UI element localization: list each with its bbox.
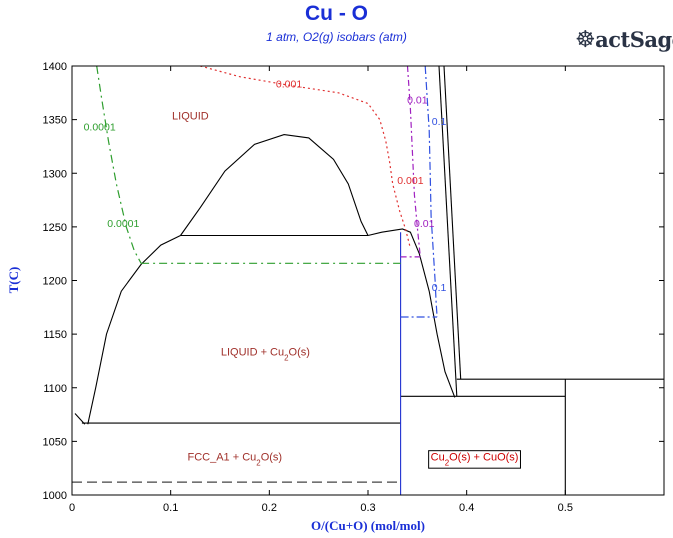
phase-boundary-line-4 — [367, 228, 456, 398]
isobar-label: 0.0001 — [107, 218, 139, 230]
region-label: LIQUID + Cu2O(s) — [221, 347, 310, 363]
factsage-logo: ☸actSage TM — [575, 26, 673, 53]
isobar-line-15 — [406, 66, 421, 257]
region-label: Cu2O(s) + CuO(s) — [431, 452, 519, 468]
phase-boundary-line-1 — [87, 235, 181, 425]
y-tick-label: 1200 — [43, 276, 67, 288]
y-axis-title: T(C) — [6, 267, 21, 294]
factsage-logo-text: ☸actSage — [575, 26, 673, 53]
isobar-label: 0.1 — [432, 116, 447, 128]
phase-boundary-line-3 — [180, 134, 369, 236]
y-tick-label: 1250 — [43, 222, 67, 234]
isobar-label: 0.01 — [407, 95, 428, 107]
isobar-label: 0.01 — [414, 218, 435, 230]
region-label: FCC_A1 + Cu2O(s) — [188, 452, 283, 468]
isobar-label: 0.0001 — [84, 121, 116, 133]
x-axis-title: O/(Cu+O) (mol/mol) — [311, 518, 425, 533]
y-tick-label: 1300 — [43, 168, 67, 180]
phase-boundary-line-9 — [438, 66, 458, 397]
x-tick-label: 0 — [69, 502, 75, 514]
y-tick-label: 1150 — [43, 329, 67, 341]
x-tick-label: 0.4 — [459, 502, 474, 514]
y-tick-label: 1350 — [43, 115, 67, 127]
y-tick-label: 1000 — [43, 490, 67, 502]
isobar-label: 0.1 — [432, 282, 447, 294]
isobar-label: 0.001 — [276, 78, 302, 90]
x-tick-label: 0.2 — [262, 502, 277, 514]
region-label: LIQUID — [172, 111, 209, 123]
x-tick-label: 0.5 — [558, 502, 573, 514]
isobar-line-12 — [96, 66, 142, 264]
factsage-logo-mark: ☸ — [575, 26, 596, 53]
phase-boundary-line-0 — [74, 413, 86, 425]
x-tick-label: 0.1 — [163, 502, 178, 514]
chart-subtitle: 1 atm, O2(g) isobars (atm) — [266, 30, 407, 44]
chart-title: Cu - O — [305, 2, 368, 25]
plot-frame — [71, 65, 665, 496]
isobar-line-17 — [424, 66, 438, 318]
x-tick-label: 0.3 — [360, 502, 375, 514]
y-tick-label: 1050 — [43, 436, 67, 448]
isobar-label: 0.001 — [397, 175, 423, 187]
isobar-line-14 — [200, 66, 411, 249]
phase-boundary-line-10 — [443, 66, 462, 380]
region-label-box — [428, 450, 521, 469]
y-tick-label: 1100 — [43, 383, 67, 395]
y-tick-label: 1400 — [43, 61, 67, 73]
